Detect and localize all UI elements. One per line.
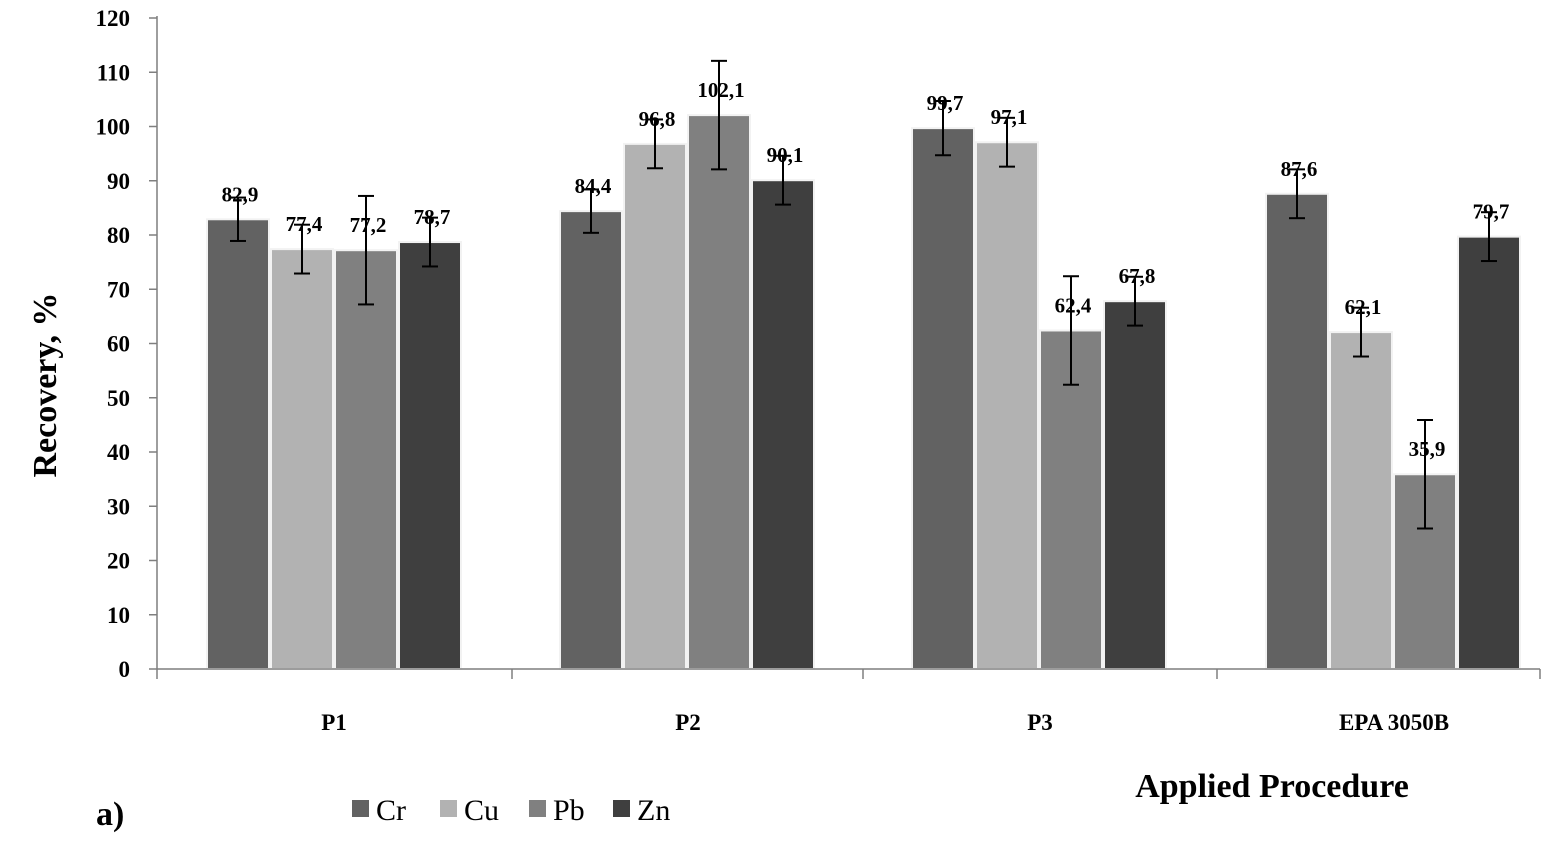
- error-bar-cu-4: [1353, 306, 1369, 358]
- data-label: 84,4: [575, 174, 612, 198]
- bar-cr-2: [559, 210, 623, 670]
- x-axis-categories: P1 P2 P3 EPA 3050B: [321, 710, 1449, 735]
- data-label: 77,4: [286, 212, 323, 236]
- data-label: 77,2: [350, 213, 387, 237]
- x-category-label: P3: [1027, 710, 1053, 735]
- axes: [156, 16, 1541, 679]
- bar-cr-3: [911, 127, 975, 670]
- bars: [206, 114, 1521, 671]
- bar-cu-3: [975, 141, 1039, 671]
- error-bar-pb-2: [711, 59, 727, 171]
- x-category-label: EPA 3050B: [1339, 710, 1449, 735]
- y-tick-label: 60: [107, 332, 130, 357]
- data-labels: 82,9 84,4 99,7 87,6 77,4 96,8 97,1 62,1 77,2 102,…: [222, 78, 1510, 461]
- y-tick-label: 70: [107, 277, 130, 302]
- error-bar-zn-1: [422, 216, 438, 268]
- data-label: 79,7: [1473, 200, 1510, 224]
- x-category-label: P2: [675, 710, 701, 735]
- y-tick-label: 30: [107, 494, 130, 519]
- y-tick-label: 20: [107, 549, 130, 574]
- error-bar-pb-4: [1417, 418, 1433, 530]
- legend-label: Zn: [637, 794, 670, 827]
- legend: Cr Cu Pb Zn: [352, 794, 670, 827]
- bar-pb-2: [687, 114, 751, 671]
- bar-pb-3: [1039, 329, 1103, 670]
- legend-swatch: [440, 800, 457, 817]
- panel-label: a): [96, 796, 124, 833]
- y-tick-label: 10: [107, 603, 130, 628]
- data-label: 67,8: [1119, 264, 1156, 288]
- error-bar-zn-2: [775, 154, 791, 206]
- y-tick-label: 50: [107, 386, 130, 411]
- bar-cr-1: [206, 218, 270, 671]
- bar-pb-1: [334, 249, 398, 670]
- legend-item-cr: Cr: [352, 794, 406, 827]
- bar-cu-4: [1329, 331, 1393, 670]
- y-tick-label: 0: [119, 657, 131, 682]
- data-label: 99,7: [927, 91, 964, 115]
- error-bar-pb-3: [1063, 275, 1079, 386]
- legend-item-cu: Cu: [440, 794, 499, 827]
- y-tick-label: 100: [96, 115, 131, 140]
- legend-swatch: [529, 800, 546, 817]
- error-bar-cu-3: [999, 116, 1015, 168]
- data-label: 96,8: [639, 107, 676, 131]
- y-tick-label: 110: [97, 60, 130, 85]
- error-bar-zn-4: [1481, 211, 1497, 263]
- y-axis-title: Recovery, %: [27, 292, 64, 477]
- bar-cr-4: [1265, 192, 1329, 671]
- y-tick-label: 80: [107, 223, 130, 248]
- error-bar-cr-2: [583, 188, 599, 234]
- legend-item-zn: Zn: [613, 794, 670, 827]
- data-label: 82,9: [222, 182, 259, 206]
- y-axis-ticks: 0 10 20 30 40 50 60 70 80 90 100 110 120: [96, 6, 157, 682]
- y-tick-label: 40: [107, 440, 130, 465]
- data-label: 87,6: [1281, 157, 1318, 181]
- error-bars: [230, 59, 1497, 530]
- bar-cu-2: [623, 142, 687, 671]
- data-label: 97,1: [991, 105, 1028, 129]
- legend-label: Pb: [553, 794, 585, 827]
- error-bar-zn-3: [1127, 275, 1143, 327]
- bar-zn-4: [1457, 235, 1521, 670]
- y-tick-label: 120: [96, 6, 131, 31]
- data-label: 35,9: [1409, 437, 1446, 461]
- bar-cu-1: [270, 248, 334, 670]
- error-bar-pb-1: [358, 194, 374, 306]
- error-bar-cr-4: [1289, 168, 1305, 220]
- data-label: 90,1: [767, 143, 804, 167]
- error-bar-cr-1: [230, 196, 246, 242]
- bar-zn-2: [751, 179, 815, 671]
- x-category-label: P1: [321, 710, 347, 735]
- x-axis-title: Applied Procedure: [1135, 768, 1409, 805]
- data-label: 102,1: [697, 78, 744, 102]
- bar-zn-1: [398, 241, 462, 671]
- bar-zn-3: [1103, 300, 1167, 670]
- error-bar-cu-2: [647, 118, 663, 170]
- data-label: 62,1: [1345, 295, 1382, 319]
- error-bar-cu-1: [294, 223, 310, 275]
- legend-label: Cu: [464, 794, 499, 827]
- legend-swatch: [352, 800, 369, 817]
- legend-item-pb: Pb: [529, 794, 585, 827]
- data-label: 78,7: [414, 205, 451, 229]
- legend-label: Cr: [376, 794, 406, 827]
- error-bar-cr-3: [935, 100, 951, 157]
- y-tick-label: 90: [107, 169, 130, 194]
- data-label: 62,4: [1055, 293, 1092, 317]
- legend-swatch: [613, 800, 630, 817]
